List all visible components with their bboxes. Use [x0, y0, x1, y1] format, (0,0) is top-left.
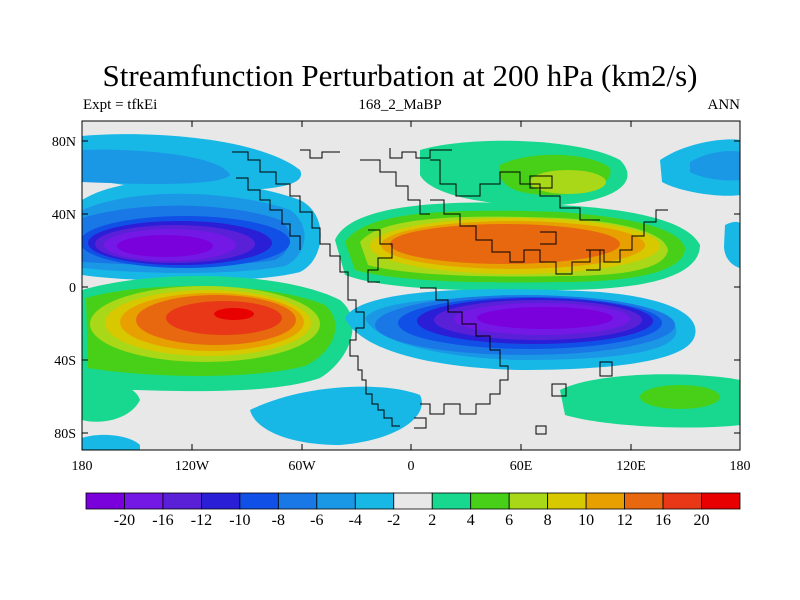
- lat-tick-label: 0: [69, 281, 76, 296]
- colorbar-swatch: [85, 492, 125, 510]
- lat-tick-label: 40S: [54, 354, 76, 369]
- contour-region: [724, 221, 740, 268]
- contour-region: [390, 224, 620, 264]
- colorbar-swatch: [316, 492, 356, 510]
- colorbar-swatch: [239, 492, 279, 510]
- coastlines: [232, 148, 668, 435]
- lat-ticks: [82, 140, 740, 434]
- colorbar-label: 4: [467, 512, 475, 529]
- lon-tick-label: 0: [408, 459, 415, 474]
- lon-tick-label: 60W: [288, 459, 316, 474]
- contour-region: [82, 149, 230, 185]
- colorbar-label: -10: [229, 512, 250, 529]
- colorbar-swatch: [547, 492, 587, 510]
- colorbar-swatch: [662, 492, 702, 510]
- contour-region: [214, 308, 254, 320]
- contour-fill: [82, 134, 740, 450]
- contour-region: [117, 235, 213, 257]
- lat-tick-label: 80N: [52, 135, 76, 150]
- contour-region: [82, 434, 140, 450]
- colorbar-label: -2: [387, 512, 400, 529]
- colorbar-label: -16: [152, 512, 173, 529]
- lat-tick-label: 40N: [52, 208, 76, 223]
- colorbar-label: 2: [428, 512, 436, 529]
- lon-tick-label: 180: [730, 459, 751, 474]
- colorbar-label: 12: [617, 512, 633, 529]
- colorbar-swatch: [431, 492, 472, 510]
- case-label: 168_2_MaBP: [358, 97, 442, 113]
- colorbar-swatch: [624, 492, 664, 510]
- lon-tick-label: 60E: [510, 459, 533, 474]
- lon-tick-label: 180: [72, 459, 93, 474]
- colorbar-swatch: [124, 492, 164, 510]
- lat-axis: 80N 40N 0 40S 80S: [52, 135, 76, 442]
- lat-tick-label: 80S: [54, 427, 76, 442]
- colorbar-label: -4: [349, 512, 362, 529]
- lon-tick-label: 120E: [616, 459, 646, 474]
- colorbar-label: 10: [578, 512, 594, 529]
- contour-region: [530, 170, 606, 194]
- lon-ticks: [191, 121, 632, 450]
- experiment-label: Expt = tfkEi: [83, 97, 158, 113]
- contour-region: [82, 379, 140, 422]
- colorbar-swatch: [585, 492, 625, 510]
- colorbar-swatch: [508, 492, 549, 510]
- colorbar-swatch: [701, 492, 741, 510]
- colorbar-label: -6: [310, 512, 323, 529]
- colorbar-label: -12: [191, 512, 212, 529]
- plot-title: Streamfunction Perturbation at 200 hPa (…: [102, 58, 698, 93]
- colorbar-swatch: [470, 492, 510, 510]
- lon-axis: 180 120W 60W 0 60E 120E 180: [72, 459, 751, 474]
- colorbar-label: -20: [114, 512, 135, 529]
- contour-region: [250, 386, 422, 445]
- colorbar-swatch: [393, 492, 433, 510]
- colorbar-label: 20: [694, 512, 710, 529]
- colorbar-label: -8: [272, 512, 285, 529]
- contour-region: [640, 385, 720, 409]
- colorbar-label: 16: [655, 512, 671, 529]
- season-label: ANN: [707, 97, 741, 113]
- colorbar: -20 -16 -12 -10 -8 -6 -4 -2 2 4 6 8 10 12 16 20: [85, 492, 741, 529]
- colorbar-label: 6: [505, 512, 513, 529]
- colorbar-swatch: [277, 492, 318, 510]
- colorbar-swatch: [162, 492, 202, 510]
- lon-tick-label: 120W: [175, 459, 210, 474]
- colorbar-label: 8: [544, 512, 552, 529]
- contour-region: [690, 151, 740, 181]
- contour-region: [477, 307, 613, 329]
- colorbar-swatch: [201, 492, 241, 510]
- colorbar-swatch: [354, 492, 395, 510]
